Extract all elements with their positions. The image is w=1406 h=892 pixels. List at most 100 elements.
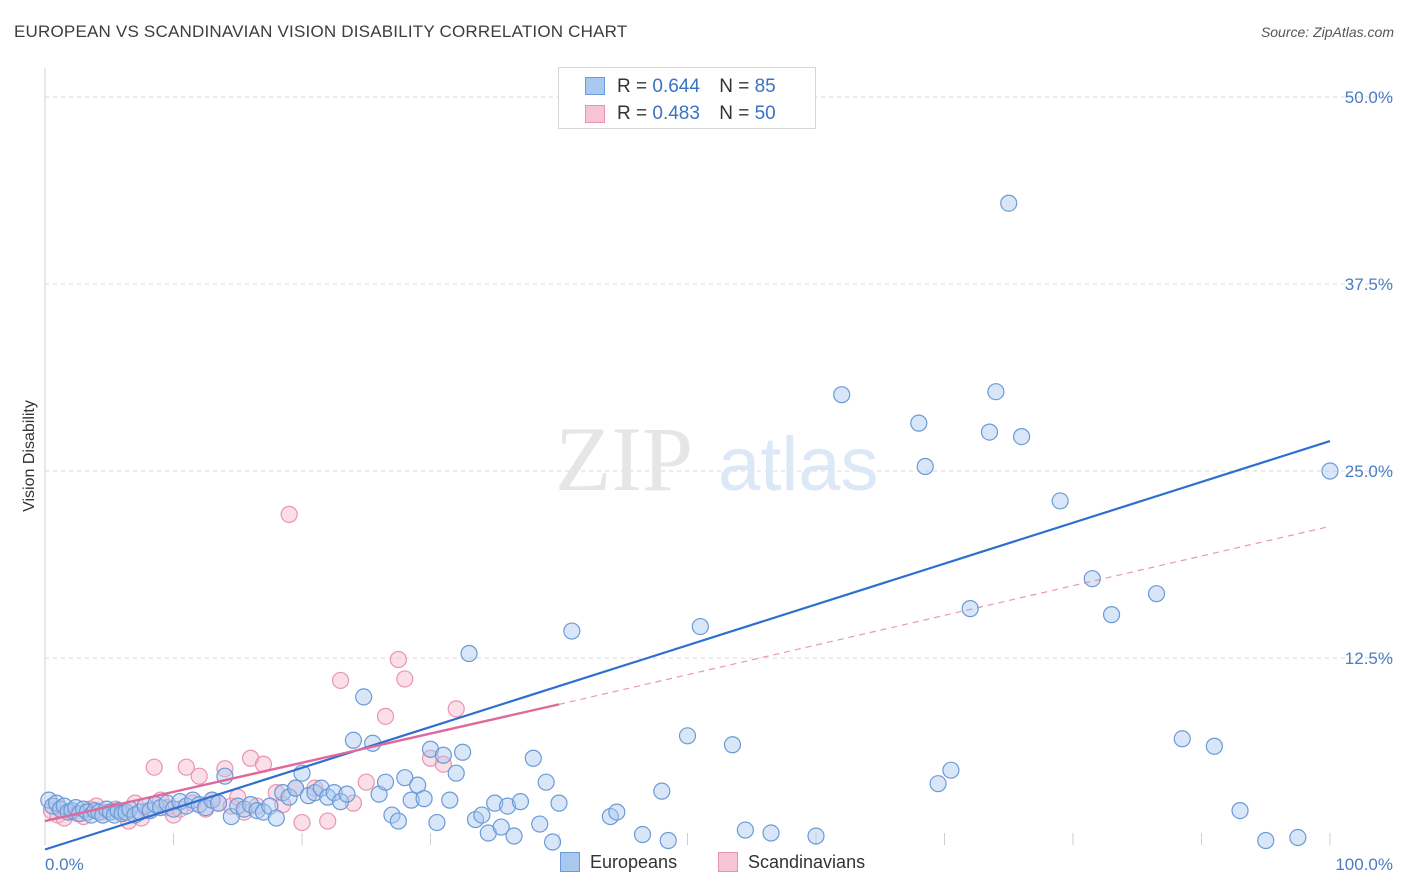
scandinavians-point-48 [434, 755, 452, 773]
europeans-point-98 [762, 824, 780, 842]
legend-europeans[interactable]: Europeans [560, 852, 677, 873]
x-tick-max: 100.0% [1335, 855, 1393, 874]
chart-title: EUROPEAN VS SCANDINAVIAN VISION DISABILI… [14, 22, 628, 41]
europeans-point-62 [383, 806, 401, 824]
europeans-point-114 [929, 775, 947, 793]
europeans-trend-line [44, 440, 1331, 851]
scandinavians-point-44 [376, 707, 395, 725]
europeans-point-103 [980, 423, 999, 441]
europeans-point-109 [1173, 730, 1191, 748]
europeans-point-70 [434, 746, 452, 764]
europeans-point-87 [550, 794, 568, 812]
source-label: Source: ZipAtlas.com [1260, 24, 1394, 40]
y-tick-label-3: 50.0% [1345, 88, 1393, 107]
europeans-point-107 [1102, 606, 1121, 624]
scandinavians-point-21 [177, 758, 195, 776]
europeans-point-111 [1231, 801, 1249, 820]
europeans-point-117 [987, 383, 1005, 401]
scandinavians-trend-extension [558, 525, 1331, 705]
europeans-point-45 [267, 809, 285, 827]
europeans-point-63 [389, 812, 407, 830]
europeans-point-90 [608, 803, 626, 821]
scandinavians-legend-swatch [718, 852, 738, 872]
europeans-point-106 [1083, 570, 1101, 588]
europeans-point-73 [454, 743, 472, 761]
x-tick-min: 0.0% [45, 855, 84, 874]
europeans-point-81 [505, 827, 523, 845]
europeans-point-100 [833, 386, 851, 404]
europeans-r-value: 0.644 [652, 76, 700, 97]
correlation-legend: R = 0.644 N = 85 R = 0.483 N = 50 [558, 67, 816, 129]
scandinavians-point-23 [190, 767, 208, 785]
europeans-swatch [585, 77, 605, 95]
europeans-point-36 [209, 794, 228, 812]
europeans-point-69 [428, 813, 446, 832]
europeans-r-label: R = [617, 76, 653, 97]
y-tick-labels: 12.5% 25.0% 37.5% 50.0% [1345, 88, 1393, 668]
europeans-point-85 [537, 773, 555, 791]
europeans-point-99 [807, 827, 825, 845]
europeans-n-value: 85 [754, 76, 776, 97]
europeans-point-115 [942, 761, 960, 779]
europeans-point-104 [1012, 427, 1031, 446]
europeans-point-101 [910, 414, 928, 432]
watermark-zip: ZIP [555, 408, 693, 510]
scandinavians-legend-label: Scandinavians [748, 852, 866, 872]
scandinavians-point-42 [344, 794, 362, 812]
europeans-point-79 [492, 818, 510, 836]
europeans-points [40, 194, 1339, 851]
europeans-point-71 [441, 791, 459, 809]
europeans-point-80 [499, 797, 517, 815]
scandinavians-point-36 [280, 505, 298, 523]
europeans-point-93 [659, 831, 677, 850]
europeans-point-102 [916, 457, 934, 476]
europeans-point-92 [653, 782, 671, 800]
y-axis-label: Vision Disability [21, 400, 38, 512]
europeans-point-110 [1205, 737, 1223, 755]
scandinavians-point-40 [319, 812, 337, 830]
y-tick-label-1: 25.0% [1345, 462, 1393, 481]
scandinavians-stats: R = 0.483 N = 50 [617, 103, 776, 125]
europeans-point-118 [1000, 194, 1018, 212]
scandinavians-n-label: N = [719, 103, 755, 124]
europeans-point-108 [1147, 585, 1166, 603]
europeans-point-38 [222, 807, 240, 826]
scandinavians-n-value: 50 [754, 103, 776, 124]
legend-scandinavians[interactable]: Scandinavians [718, 852, 865, 873]
europeans-point-78 [486, 794, 504, 812]
europeans-point-64 [396, 769, 414, 787]
europeans-point-112 [1257, 831, 1275, 850]
europeans-point-84 [531, 815, 549, 833]
europeans-point-41 [242, 796, 260, 814]
europeans-point-54 [325, 784, 343, 802]
europeans-point-119 [1321, 462, 1339, 480]
scandinavians-point-49 [447, 700, 465, 718]
europeans-point-76 [473, 806, 491, 824]
scandinavians-point-38 [293, 813, 311, 832]
scandinavians-r-label: R = [617, 103, 653, 124]
europeans-point-86 [543, 833, 562, 851]
europeans-point-58 [355, 688, 373, 706]
europeans-point-88 [563, 622, 581, 640]
europeans-point-83 [524, 749, 542, 767]
y-tick-label-0: 12.5% [1345, 649, 1393, 668]
scandinavians-point-46 [396, 670, 414, 688]
europeans-point-96 [723, 736, 742, 754]
europeans-legend-label: Europeans [590, 852, 678, 872]
europeans-point-95 [691, 617, 709, 636]
europeans-point-116 [961, 600, 979, 618]
scandinavians-point-45 [389, 650, 407, 669]
europeans-legend-swatch [560, 852, 580, 872]
europeans-point-72 [447, 764, 465, 782]
europeans-point-74 [460, 644, 478, 663]
watermark-atlas: atlas [718, 422, 879, 507]
europeans-point-42 [248, 801, 266, 820]
europeans-point-61 [376, 773, 395, 791]
scandinavians-point-43 [357, 773, 375, 791]
europeans-point-94 [678, 727, 697, 745]
europeans-point-47 [280, 788, 298, 806]
europeans-point-67 [415, 790, 433, 808]
europeans-point-65 [402, 791, 420, 809]
scandinavians-swatch [585, 105, 605, 123]
